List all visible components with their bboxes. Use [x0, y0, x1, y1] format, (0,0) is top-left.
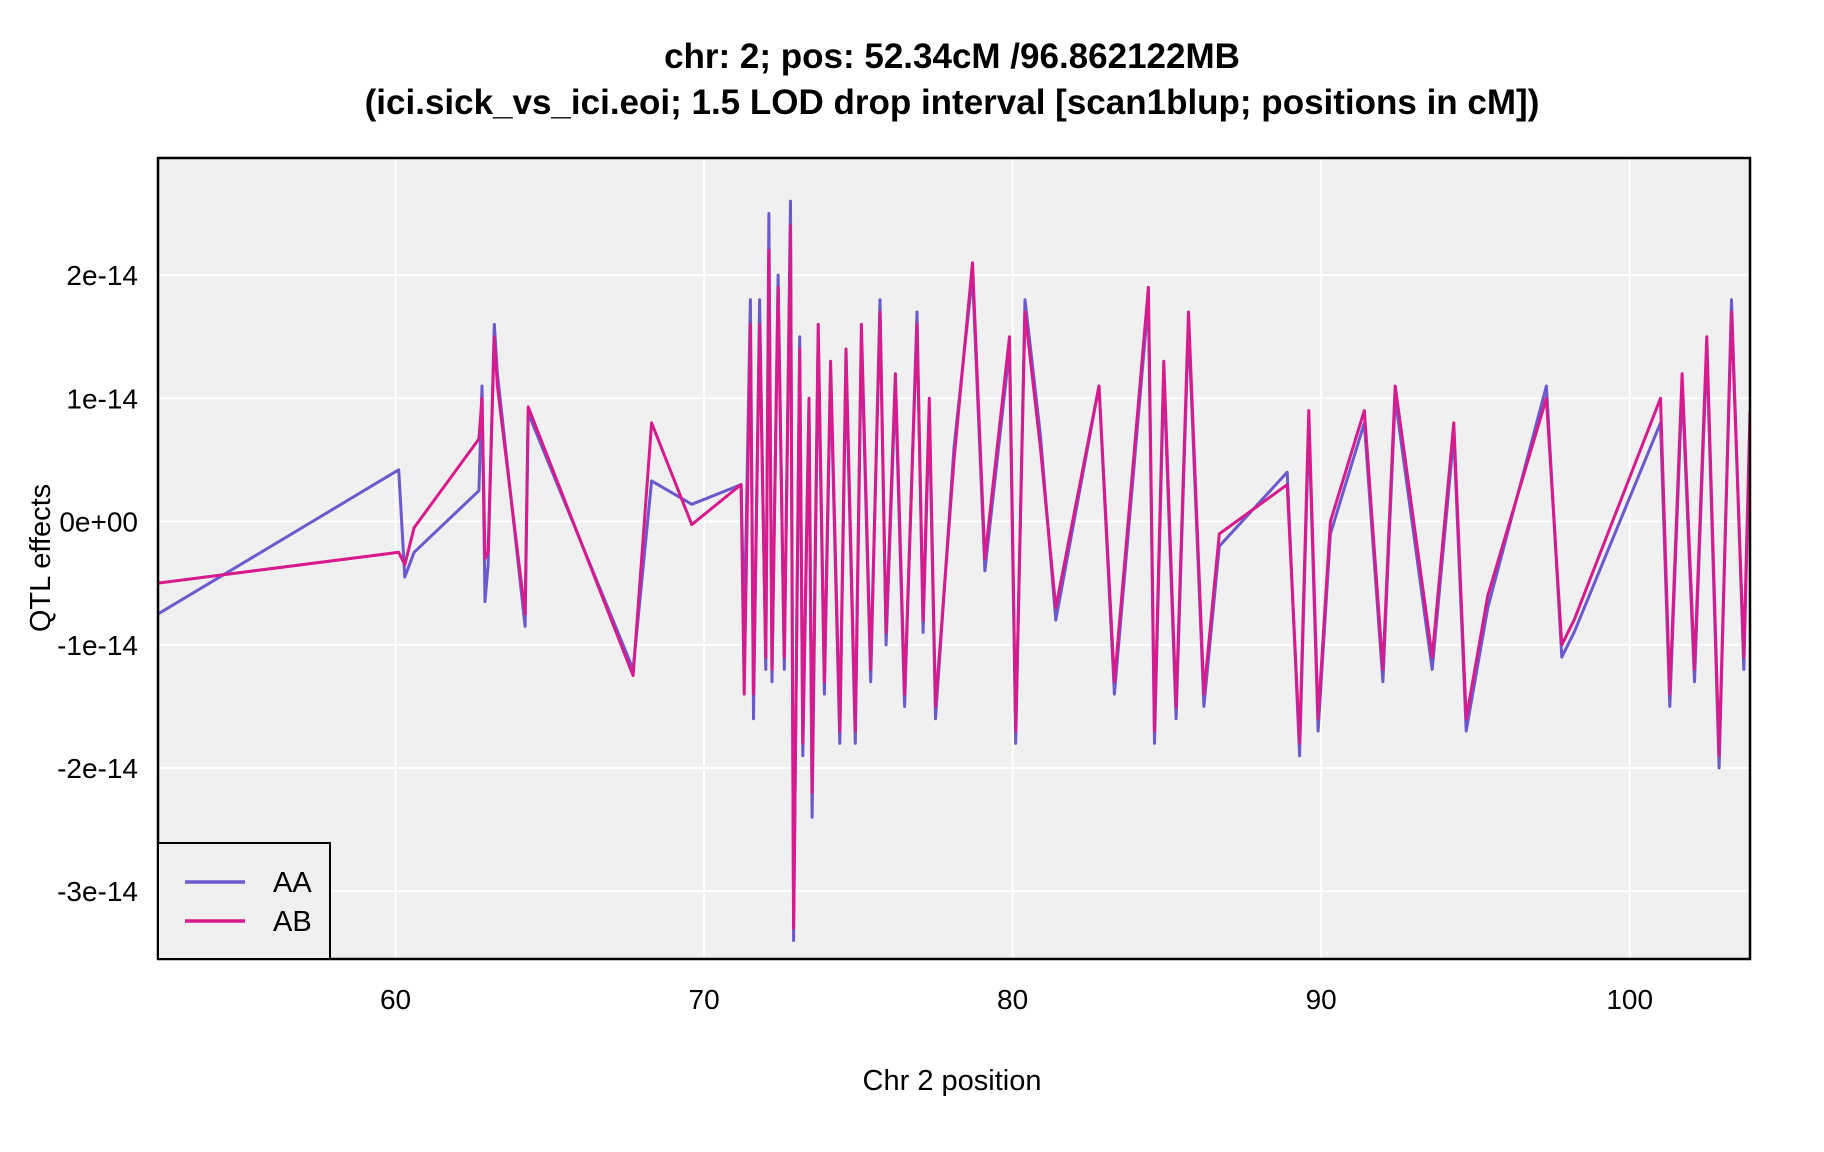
legend: AA AB — [157, 842, 331, 960]
chart-title: chr: 2; pos: 52.34cM /96.862122MB — [664, 37, 1240, 76]
grid-layer — [158, 158, 1750, 959]
plot-border — [156, 156, 1752, 961]
legend-label-ab: AB — [273, 906, 312, 938]
x-tick-label: 90 — [1306, 984, 1337, 1015]
x-tick-label: 70 — [689, 984, 720, 1015]
legend-box — [157, 842, 331, 960]
series-layer — [158, 199, 1750, 942]
y-axis-label: QTL effects — [25, 484, 57, 632]
y-tick-labels: 2e-14 1e-14 0e+00 -1e-14 -2e-14 -3e-14 — [57, 260, 138, 907]
y-tick-label: 1e-14 — [66, 383, 138, 414]
series-line-ab — [158, 224, 1750, 930]
plot-background — [158, 158, 1750, 959]
x-axis-label: Chr 2 position — [863, 1065, 1042, 1097]
y-tick-label: -1e-14 — [57, 630, 138, 661]
y-tick-label: 2e-14 — [66, 260, 138, 291]
chart-subtitle: (ici.sick_vs_ici.eoi; 1.5 LOD drop inter… — [365, 83, 1540, 122]
y-tick-label: 0e+00 — [59, 507, 138, 538]
x-tick-label: 80 — [997, 984, 1028, 1015]
x-tick-label: 100 — [1606, 984, 1653, 1015]
x-tick-label: 60 — [380, 984, 411, 1015]
y-tick-label: -3e-14 — [57, 876, 138, 907]
x-tick-labels: 60 70 80 90 100 — [380, 984, 1653, 1015]
y-tick-label: -2e-14 — [57, 753, 138, 784]
legend-label-aa: AA — [273, 867, 312, 899]
